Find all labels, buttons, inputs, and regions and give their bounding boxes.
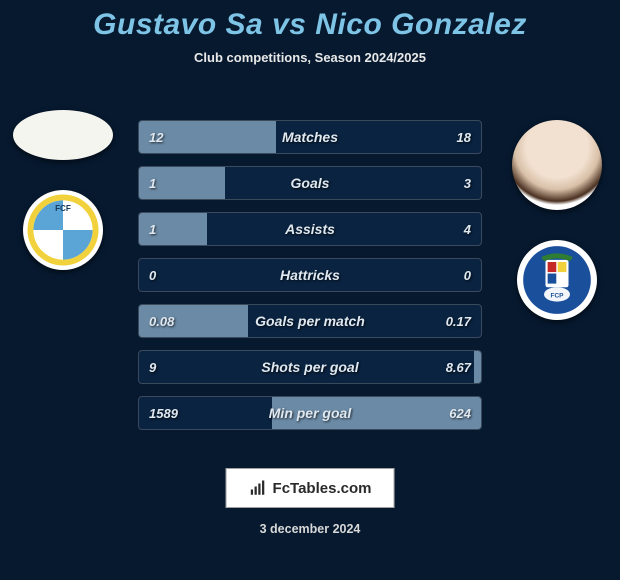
comparison-title: Gustavo Sa vs Nico Gonzalez (0, 0, 620, 42)
metric-label: Shots per goal (139, 351, 481, 383)
footer-date: 3 december 2024 (0, 522, 620, 536)
metric-value-right: 0 (464, 259, 471, 291)
club1-badge: FCF (23, 190, 103, 270)
metric-row: 0.08Goals per match0.17 (138, 304, 482, 338)
porto-crest-icon: FCP (521, 244, 593, 316)
svg-text:FCF: FCF (55, 204, 71, 213)
metric-row: 1Assists4 (138, 212, 482, 246)
metric-row: 0Hattricks0 (138, 258, 482, 292)
footer-attribution: FcTables.com (226, 468, 395, 508)
player2-name: Nico Gonzalez (315, 8, 527, 41)
metric-label: Goals per match (139, 305, 481, 337)
metric-value-right: 0.17 (446, 305, 471, 337)
site-name: FcTables.com (273, 480, 372, 497)
metric-value-right: 18 (457, 121, 471, 153)
player1-name: Gustavo Sa (93, 8, 263, 41)
metric-label: Matches (139, 121, 481, 153)
vs-text: vs (272, 8, 306, 41)
metric-row: 9Shots per goal8.67 (138, 350, 482, 384)
subtitle: Club competitions, Season 2024/2025 (0, 50, 620, 65)
metric-value-right: 624 (449, 397, 471, 429)
svg-text:FCP: FCP (551, 292, 565, 299)
player2-avatar (512, 120, 602, 210)
metric-value-right: 8.67 (446, 351, 471, 383)
famalicao-crest-icon: FCF (26, 193, 100, 267)
metric-value-right: 3 (464, 167, 471, 199)
metric-label: Min per goal (139, 397, 481, 429)
chart-icon (249, 479, 267, 497)
metric-row: 1Goals3 (138, 166, 482, 200)
comparison-bars: 12Matches18 1Goals3 1Assists4 0Hattricks0 0.… (138, 120, 482, 430)
player1-avatar (13, 110, 113, 160)
metric-row: 12Matches18 (138, 120, 482, 154)
right-column: FCP (502, 120, 612, 320)
metric-label: Assists (139, 213, 481, 245)
club2-badge: FCP (517, 240, 597, 320)
left-column: FCF (8, 110, 118, 270)
metric-label: Goals (139, 167, 481, 199)
metric-row: 1589Min per goal624 (138, 396, 482, 430)
metric-label: Hattricks (139, 259, 481, 291)
metric-value-right: 4 (464, 213, 471, 245)
